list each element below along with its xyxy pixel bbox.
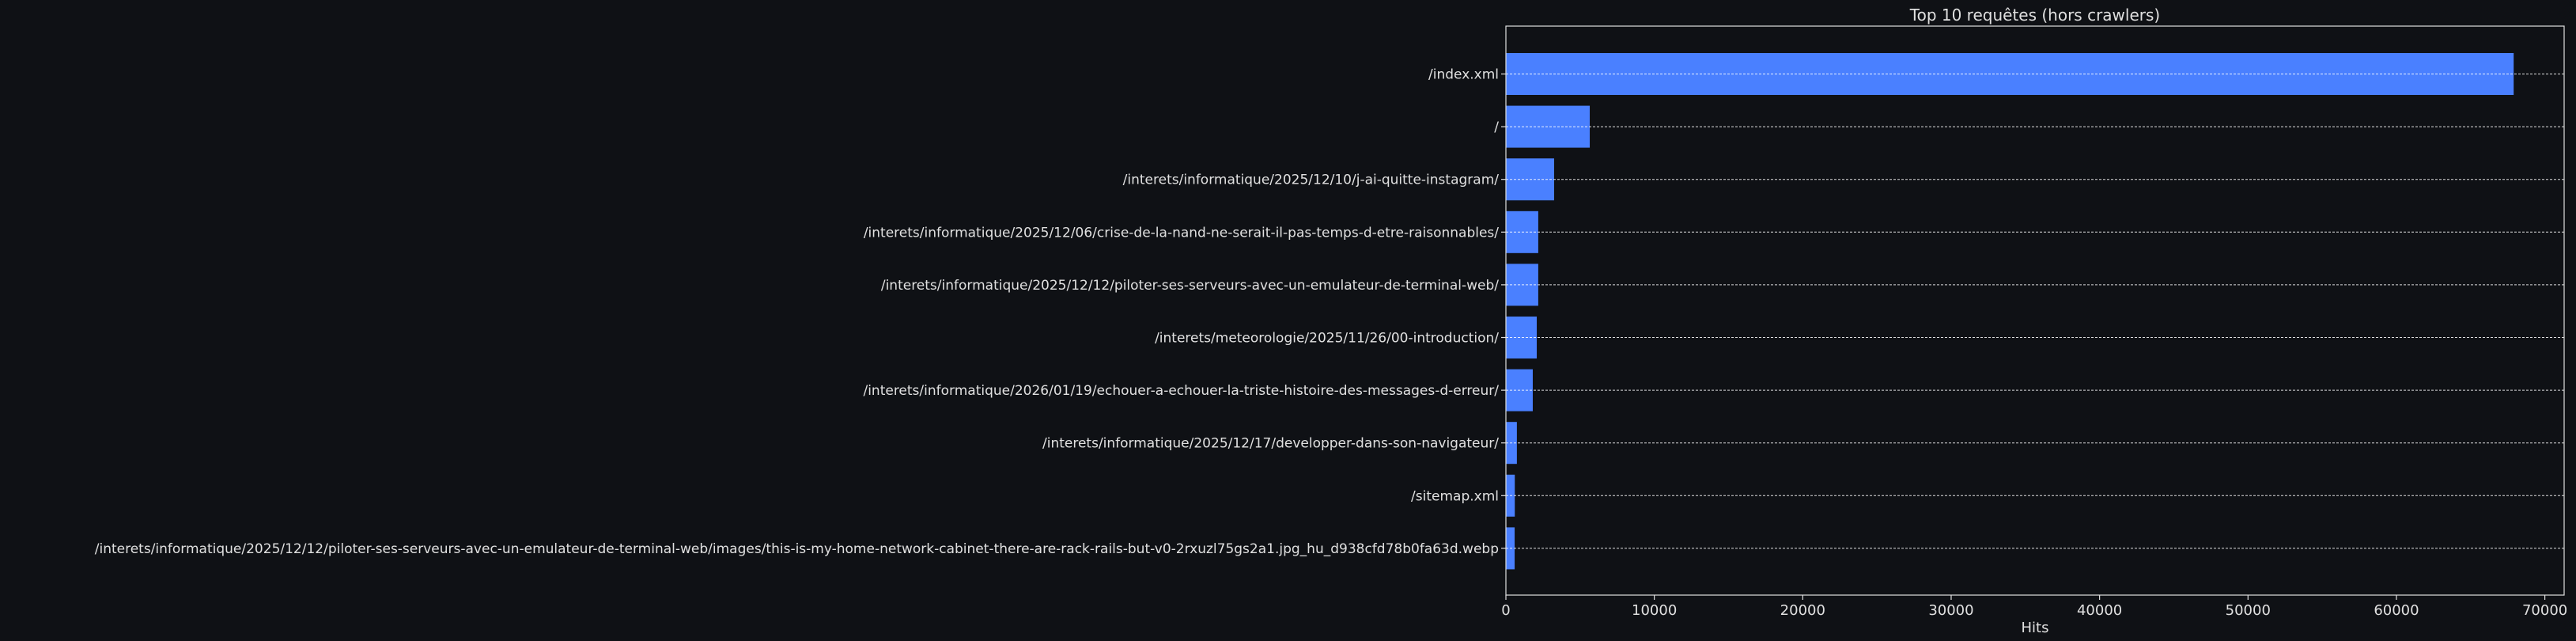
x-tick-label: 30000 — [1928, 602, 1973, 619]
x-axis-label: Hits — [2022, 620, 2049, 636]
y-tick-label: /interets/informatique/2026/01/19/echoue… — [863, 383, 1499, 399]
x-tick-label: 40000 — [2077, 602, 2122, 619]
chart-title: Top 10 requêtes (hors crawlers) — [1909, 6, 2160, 25]
y-tick-label: /index.xml — [1428, 67, 1499, 83]
y-tick-label: /interets/informatique/2025/12/17/develo… — [1042, 436, 1499, 452]
y-tick-label: /interets/informatique/2025/12/12/pilote… — [881, 278, 1499, 294]
x-tick-label: 20000 — [1780, 602, 1825, 619]
x-tick-label: 50000 — [2226, 602, 2271, 619]
x-tick-label: 0 — [1501, 602, 1510, 619]
y-tick-label: /interets/informatique/2025/12/12/pilote… — [95, 541, 1499, 557]
x-tick-label: 70000 — [2522, 602, 2567, 619]
y-tick-label: / — [1494, 119, 1499, 135]
x-tick-label: 10000 — [1632, 602, 1677, 619]
plot-frame — [1505, 25, 2565, 596]
y-tick-label: /sitemap.xml — [1411, 488, 1499, 504]
y-tick-label: /interets/informatique/2025/12/06/crise-… — [864, 225, 1499, 241]
y-tick-label: /interets/informatique/2025/12/10/j-ai-q… — [1123, 173, 1500, 188]
y-tick-label: /interets/meteorologie/2025/11/26/00-int… — [1155, 331, 1499, 347]
x-tick-label: 60000 — [2374, 602, 2419, 619]
